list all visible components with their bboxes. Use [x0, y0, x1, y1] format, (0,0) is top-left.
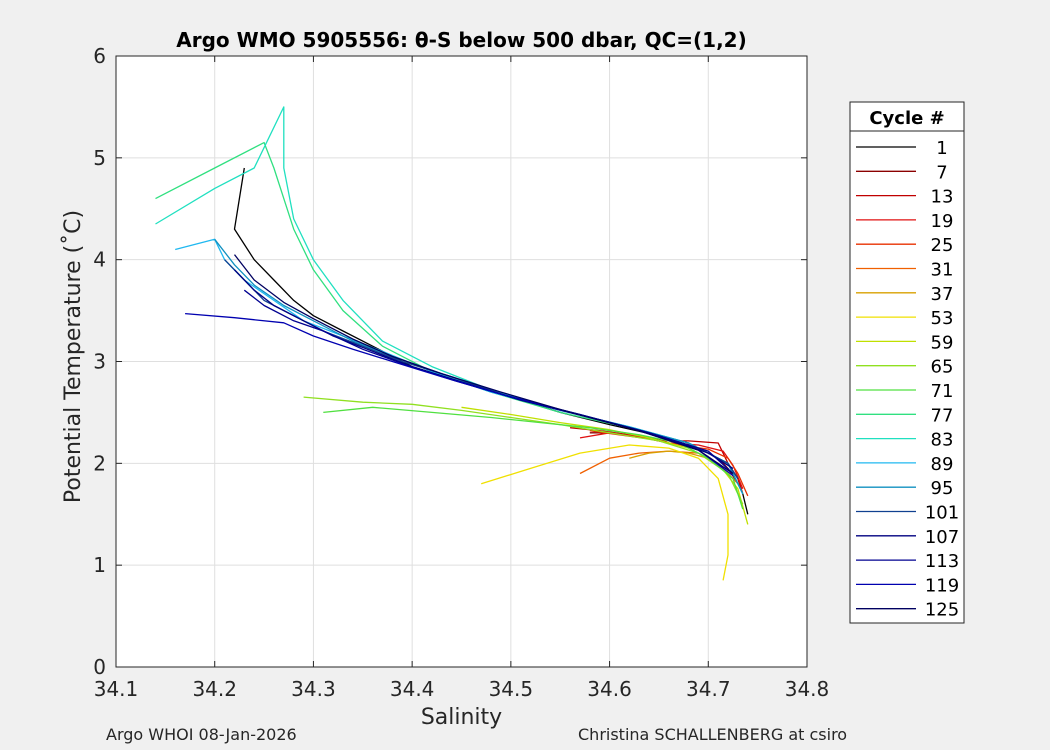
footer-left: Argo WHOI 08-Jan-2026	[106, 725, 297, 744]
x-tick-label: 34.1	[94, 677, 139, 701]
y-tick-label: 2	[93, 451, 106, 475]
legend-label-101: 101	[925, 503, 959, 524]
legend-label-119: 119	[925, 575, 959, 596]
legend-label-19: 19	[931, 211, 954, 232]
x-tick-label: 34.3	[291, 677, 336, 701]
legend: Cycle # 1 7 13 19 25 31 37 53 59 65 71 77 83 89 95 101 10…	[849, 101, 965, 624]
legend-label-7: 7	[936, 162, 947, 183]
y-tick-label: 3	[93, 350, 106, 374]
legend-label-125: 125	[925, 600, 959, 621]
legend-label-31: 31	[931, 260, 954, 281]
series-group	[155, 106, 749, 581]
legend-label-1: 1	[936, 138, 947, 159]
x-tick-label: 34.5	[489, 677, 534, 701]
chart-title: Argo WMO 5905556: θ-S below 500 dbar, QC…	[176, 28, 746, 52]
x-tick-label: 34.6	[587, 677, 632, 701]
series-line-125	[233, 254, 734, 475]
legend-label-37: 37	[931, 284, 954, 305]
legend-title: Cycle #	[869, 108, 944, 129]
legend-label-25: 25	[931, 235, 954, 256]
series-line-71	[323, 406, 744, 510]
legend-label-107: 107	[925, 527, 959, 548]
plot-area: 34.1 34.2 34.3 34.4 34.5 34.6 34.7 34.8 0 1 2 3 4 5 6 A…	[61, 28, 829, 730]
y-tick-label: 6	[93, 44, 106, 68]
legend-label-83: 83	[931, 430, 954, 451]
x-tick-label: 34.2	[192, 677, 237, 701]
y-tick-label: 1	[93, 553, 106, 577]
y-axis-label: Potential Temperature (˚C)	[61, 210, 86, 503]
x-axis-label: Salinity	[421, 705, 502, 730]
legend-label-59: 59	[931, 332, 954, 353]
x-tick-label: 34.8	[785, 677, 830, 701]
legend-label-89: 89	[931, 454, 954, 475]
legend-label-77: 77	[931, 405, 954, 426]
x-tick-label: 34.7	[686, 677, 731, 701]
legend-label-53: 53	[931, 308, 954, 329]
legend-label-113: 113	[925, 551, 959, 572]
x-tick-label: 34.4	[390, 677, 435, 701]
series-line-53	[481, 444, 729, 581]
y-tick-label: 0	[93, 655, 106, 679]
y-tick-label: 4	[93, 248, 106, 272]
legend-label-65: 65	[931, 357, 954, 378]
legend-label-71: 71	[931, 381, 954, 402]
y-tick-label: 5	[93, 146, 106, 170]
axes-box	[115, 55, 808, 668]
legend-label-95: 95	[931, 478, 954, 499]
footer-right: Christina SCHALLENBERG at csiro	[578, 725, 848, 744]
legend-label-13: 13	[931, 187, 954, 208]
